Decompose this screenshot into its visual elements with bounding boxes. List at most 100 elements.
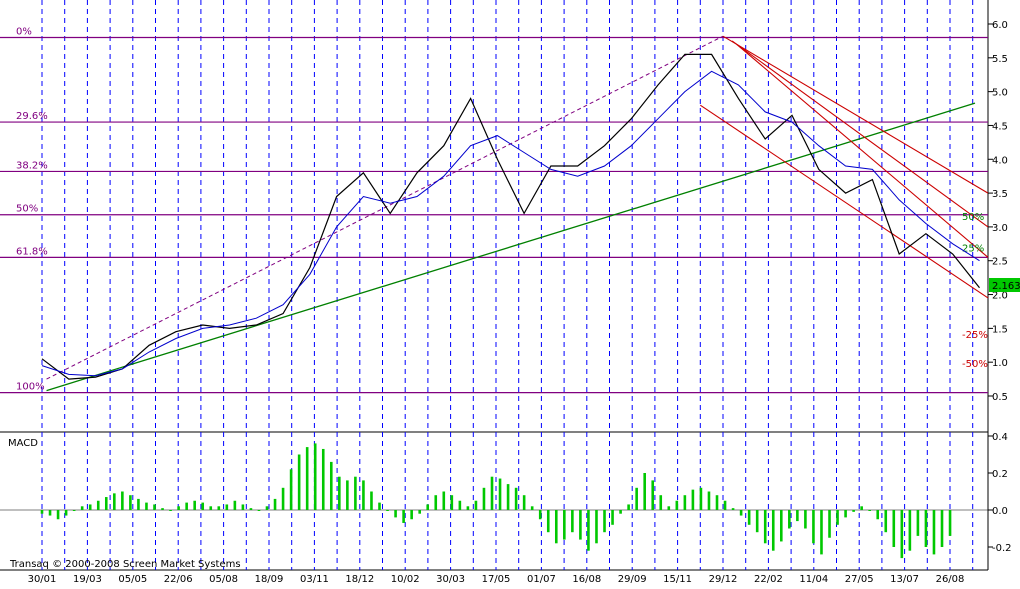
macd-bar xyxy=(386,510,389,511)
macd-bar xyxy=(699,487,703,510)
macd-bar xyxy=(739,510,743,516)
macd-bar xyxy=(924,510,928,547)
macd-bar xyxy=(627,504,630,510)
x-axis-tick-label: 27/05 xyxy=(845,574,874,585)
macd-bar xyxy=(193,500,196,510)
macd-bar xyxy=(177,506,180,510)
y-axis-tick-label: 5.5 xyxy=(992,54,1008,65)
macd-bar xyxy=(546,510,550,533)
x-axis-tick-label: 22/02 xyxy=(754,574,783,585)
macd-bar xyxy=(683,495,687,510)
fibonacci-level-label: 38.2% xyxy=(16,160,48,171)
macd-bar xyxy=(329,461,333,510)
macd-bar xyxy=(844,510,847,518)
channel-percent-label: -50% xyxy=(962,359,988,370)
macd-bar xyxy=(820,510,823,555)
macd-bar xyxy=(771,510,775,551)
fibonacci-level-label: 50% xyxy=(16,204,38,215)
fibonacci-level-label: 0% xyxy=(16,27,32,38)
macd-bar xyxy=(595,510,598,544)
macd-bar xyxy=(498,478,502,510)
macd-bar xyxy=(651,480,655,510)
macd-bar xyxy=(852,510,855,512)
y-axis-tick-label: 2.5 xyxy=(992,257,1008,268)
channel-line xyxy=(699,104,989,299)
macd-bar xyxy=(900,510,904,559)
macd-bar xyxy=(490,476,494,510)
macd-bar xyxy=(715,495,719,510)
fibonacci-level-label: 61.8% xyxy=(16,246,48,257)
y-axis-tick-label: 4.0 xyxy=(992,155,1008,166)
last-price-label: 2.163 xyxy=(992,281,1020,292)
macd-bar xyxy=(321,448,325,510)
macd-bar xyxy=(305,447,309,510)
macd-bar xyxy=(161,508,164,510)
x-axis-tick-label: 29/12 xyxy=(709,574,738,585)
macd-axis-tick-label: 0.2 xyxy=(992,469,1008,480)
macd-bar xyxy=(635,487,638,510)
macd-bar xyxy=(458,500,462,510)
copyright-text: Transaq © 2000-2008 Screen Market System… xyxy=(9,559,241,570)
x-axis-tick-label: 17/05 xyxy=(482,574,511,585)
macd-bar xyxy=(217,506,221,510)
y-axis-tick-label: 4.5 xyxy=(992,121,1008,132)
macd-bar xyxy=(611,510,614,525)
macd-bar xyxy=(418,510,421,514)
macd-bar xyxy=(755,510,759,533)
macd-bar xyxy=(571,510,574,533)
macd-bar xyxy=(410,510,413,520)
macd-bar xyxy=(723,500,727,510)
macd-bar xyxy=(587,510,590,551)
y-axis-tick-label: 5.0 xyxy=(992,88,1008,99)
macd-bar xyxy=(788,510,791,529)
macd-bar xyxy=(506,484,510,510)
macd-bar xyxy=(779,510,783,542)
macd-bar xyxy=(643,473,646,510)
channel-percent-label: -25% xyxy=(962,330,988,341)
x-axis-tick-label: 29/09 xyxy=(618,574,647,585)
y-axis-tick-label: 1.0 xyxy=(992,358,1008,369)
macd-bar xyxy=(659,495,663,510)
macd-bar xyxy=(948,510,952,536)
macd-bar xyxy=(185,502,188,510)
macd-bar xyxy=(289,469,293,510)
macd-bar xyxy=(482,487,486,510)
macd-bar xyxy=(812,510,815,544)
macd-bar xyxy=(169,510,172,511)
x-axis-tick-label: 26/08 xyxy=(936,574,965,585)
macd-bar xyxy=(104,497,108,510)
macd-bar xyxy=(281,487,285,510)
macd-bar xyxy=(96,500,100,510)
price-panel xyxy=(0,0,988,432)
x-axis-tick-label: 18/12 xyxy=(345,574,374,585)
macd-bar xyxy=(394,510,397,518)
macd-bar xyxy=(884,510,888,533)
macd-bar xyxy=(40,510,44,514)
macd-bar xyxy=(88,504,92,510)
macd-bar xyxy=(619,510,622,514)
macd-bar xyxy=(603,510,606,533)
macd-bar xyxy=(563,510,566,540)
x-axis-tick-label: 16/08 xyxy=(572,574,601,585)
macd-axis-tick-label: 0.4 xyxy=(992,432,1008,443)
macd-bar xyxy=(233,500,237,510)
moving-average-line xyxy=(41,70,980,377)
x-axis-tick-label: 30/01 xyxy=(28,574,57,585)
y-axis-tick-label: 3.5 xyxy=(992,189,1008,200)
macd-bar xyxy=(153,504,156,510)
macd-bar xyxy=(828,510,831,538)
fibonacci-anchor-line xyxy=(46,35,724,380)
macd-bar xyxy=(257,510,261,511)
macd-bar xyxy=(747,510,751,525)
macd-bar xyxy=(836,510,839,525)
macd-bar xyxy=(338,476,341,510)
channel-percent-label: 25% xyxy=(962,244,984,255)
macd-bar xyxy=(297,454,301,510)
macd-bar xyxy=(402,510,405,523)
macd-bar xyxy=(707,491,711,510)
macd-bar xyxy=(225,504,229,510)
macd-bar xyxy=(796,510,799,522)
fibonacci-level-label: 29.6% xyxy=(16,111,48,122)
macd-bar xyxy=(72,510,76,511)
